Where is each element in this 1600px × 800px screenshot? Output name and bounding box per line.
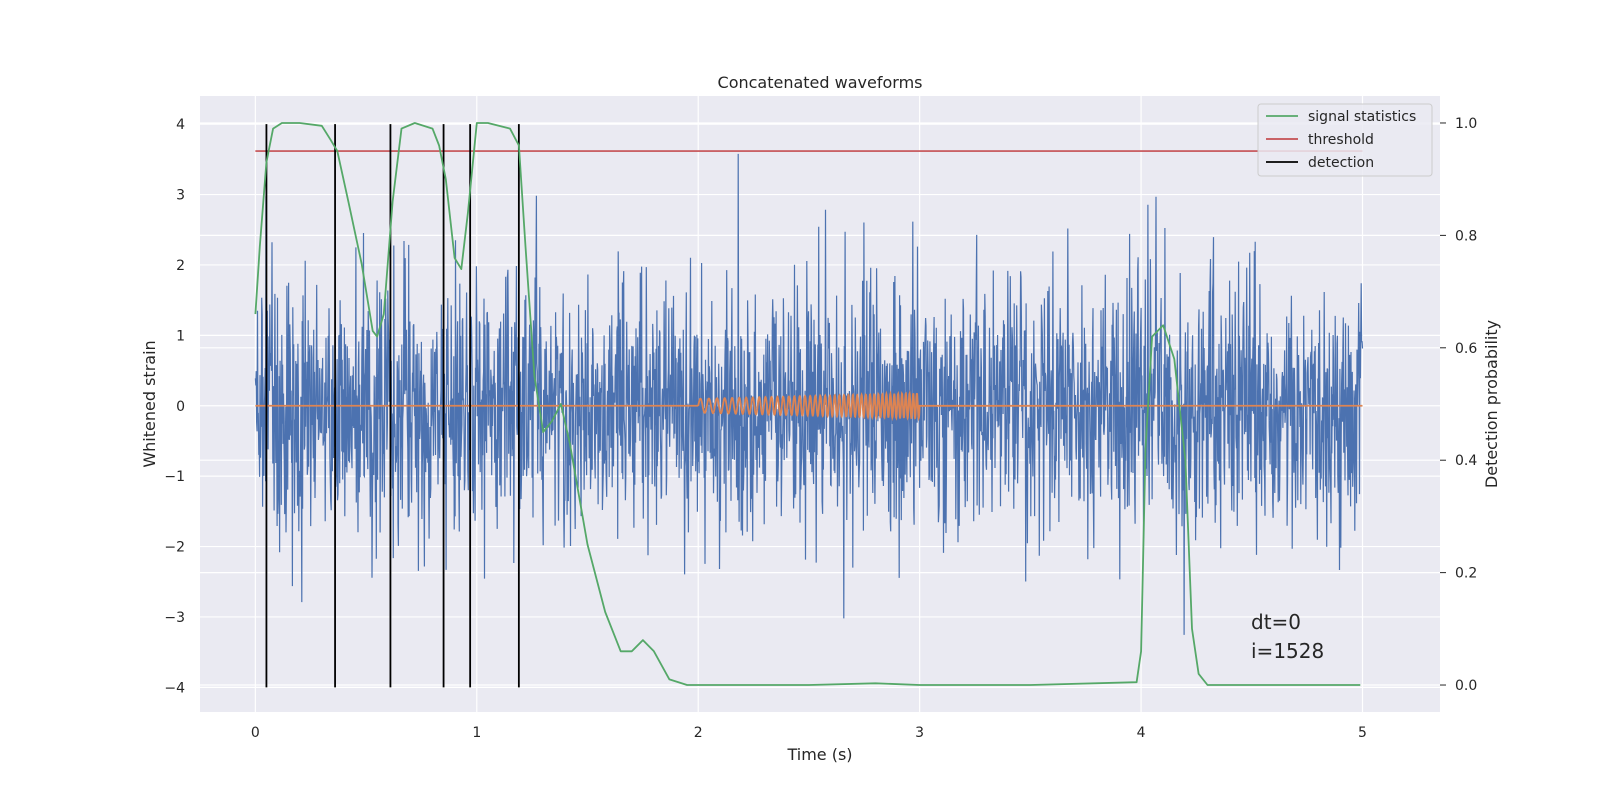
x-tick-label: 2 bbox=[694, 725, 703, 741]
tick-labels: 0 1 2 3 4 5 −4 −3 −2 −1 0 1 2 3 4 0.0 0.2 0.4 0.6 0.8 1.0 bbox=[164, 116, 1477, 741]
y2-tick-label: 0.4 bbox=[1455, 453, 1477, 469]
y-tick-label: 0 bbox=[176, 399, 185, 415]
legend-label-detection: detection bbox=[1308, 155, 1374, 171]
y2-axis-label: Detection probability bbox=[1482, 320, 1501, 488]
y2-tick-label: 0.2 bbox=[1455, 566, 1477, 582]
y2-tick-label: 1.0 bbox=[1455, 116, 1477, 132]
chart-title: Concatenated waveforms bbox=[718, 73, 923, 92]
y-tick-label: −3 bbox=[164, 610, 185, 626]
y-tick-label: 2 bbox=[176, 258, 185, 274]
template-series bbox=[255, 389, 1363, 422]
annotation-dt: dt=0 bbox=[1251, 610, 1301, 634]
y-tick-label: 3 bbox=[176, 188, 185, 204]
y2-tick-label: 0.8 bbox=[1455, 228, 1477, 244]
legend: signal statistics threshold detection bbox=[1257, 103, 1433, 177]
y-tick-label: −2 bbox=[164, 540, 185, 556]
y-tick-label: −4 bbox=[164, 680, 185, 696]
y2-tick-label: 0.0 bbox=[1455, 678, 1477, 694]
x-axis-label: Time (s) bbox=[786, 745, 852, 764]
y-axis-label: Whitened strain bbox=[140, 340, 159, 467]
legend-label-signal-statistics: signal statistics bbox=[1308, 109, 1416, 125]
legend-label-threshold: threshold bbox=[1308, 132, 1374, 148]
x-tick-label: 4 bbox=[1137, 725, 1146, 741]
y-tick-label: −1 bbox=[164, 469, 185, 485]
signal-statistics-series bbox=[254, 122, 1361, 686]
data-layer bbox=[254, 122, 1364, 688]
annotation-i: i=1528 bbox=[1251, 639, 1324, 663]
x-tick-label: 1 bbox=[472, 725, 481, 741]
strain-series bbox=[254, 153, 1364, 635]
x-tick-label: 0 bbox=[251, 725, 260, 741]
legend-box bbox=[1257, 103, 1433, 177]
x-tick-label: 3 bbox=[915, 725, 924, 741]
y-tick-label: 1 bbox=[176, 328, 185, 344]
y-tick-label: 4 bbox=[176, 117, 185, 133]
x-tick-label: 5 bbox=[1358, 725, 1367, 741]
y2-tick-label: 0.6 bbox=[1455, 341, 1477, 357]
